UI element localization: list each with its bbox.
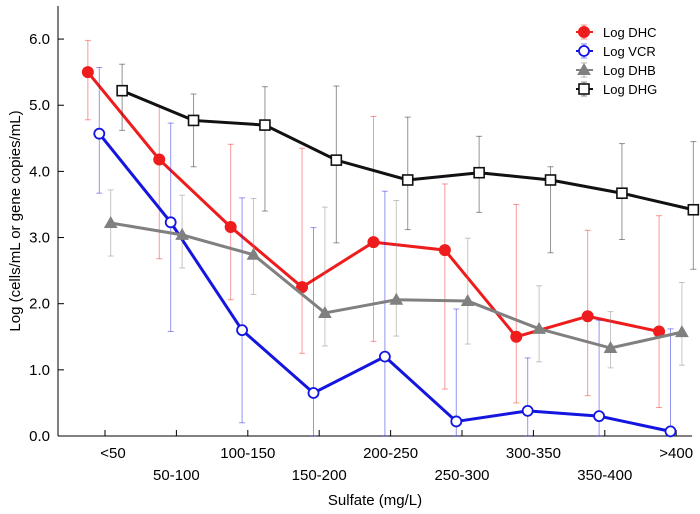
- x-tick-label: <50: [100, 445, 125, 462]
- data-point: [510, 330, 523, 343]
- legend-item: Log DHB: [576, 62, 656, 78]
- legend-label: Log DHG: [603, 82, 657, 97]
- legend-label: Log DHC: [603, 25, 656, 40]
- data-point: [81, 66, 94, 79]
- data-point: [401, 174, 414, 186]
- data-point: [367, 236, 380, 249]
- data-point: [153, 153, 166, 166]
- y-tick-label: 5.0: [29, 97, 50, 114]
- series-log-dhg: [116, 63, 700, 270]
- data-point: [438, 244, 451, 257]
- legend-marker: [578, 26, 590, 38]
- legend-item: Log VCR: [576, 43, 656, 59]
- data-point: [675, 325, 689, 338]
- data-point: [389, 292, 404, 305]
- y-tick-label: 2.0: [29, 296, 50, 313]
- data-point: [103, 215, 118, 228]
- data-point: [93, 127, 106, 140]
- x-tick-label: 50-100: [153, 467, 200, 484]
- legend-label: Log DHB: [603, 63, 656, 78]
- y-tick-label: 4.0: [29, 163, 50, 180]
- data-point: [246, 247, 261, 260]
- x-axis: <50 50-100 100-150 150-200 200-250 250-300 300…: [100, 430, 693, 484]
- data-point: [116, 84, 128, 97]
- data-point: [593, 410, 605, 423]
- series-log-dhb: [103, 189, 689, 369]
- data-point: [307, 387, 320, 399]
- y-axis-title: Log (cells/mL or gene copies/mL): [7, 110, 24, 331]
- series-layer: [81, 39, 700, 438]
- legend-item: Log DHC: [576, 24, 656, 40]
- data-point: [532, 321, 546, 334]
- data-point: [330, 154, 343, 166]
- y-tick-label: 6.0: [29, 31, 50, 48]
- x-tick-label: 250-300: [434, 467, 489, 484]
- y-tick-label: 0.0: [29, 428, 50, 445]
- y-tick-label: 3.0: [29, 230, 50, 247]
- y-tick-label: 1.0: [29, 362, 50, 379]
- data-point: [544, 174, 557, 186]
- legend-marker: [577, 62, 591, 75]
- data-point: [450, 415, 463, 428]
- data-point: [664, 425, 677, 438]
- legend-marker: [578, 83, 590, 95]
- x-tick-label: 300-350: [506, 445, 561, 462]
- data-point: [616, 187, 628, 200]
- data-point: [603, 341, 618, 354]
- series-log-vcr: [93, 67, 677, 438]
- data-point: [460, 294, 475, 307]
- data-point: [581, 310, 594, 323]
- data-point: [318, 305, 332, 318]
- data-point: [687, 203, 700, 216]
- data-point: [473, 166, 485, 179]
- data-point: [175, 227, 189, 240]
- data-point: [378, 350, 391, 363]
- data-point: [236, 324, 248, 337]
- y-axis: 0.0 1.0 2.0 3.0 4.0 5.0 6.0: [29, 31, 64, 445]
- data-point: [164, 216, 177, 229]
- legend: Log DHC Log VCR Log DHB Log DHG: [576, 24, 657, 97]
- x-tick-label: 350-400: [577, 467, 632, 484]
- x-axis-title: Sulfate (mg/L): [328, 492, 422, 509]
- legend-label: Log VCR: [603, 44, 656, 59]
- plot-area: [57, 6, 692, 437]
- data-point: [521, 404, 534, 417]
- x-tick-label: >400: [659, 445, 693, 462]
- x-tick-label: 200-250: [363, 445, 418, 462]
- data-point: [224, 220, 237, 233]
- legend-marker: [578, 45, 590, 57]
- x-tick-label: 100-150: [220, 445, 275, 462]
- x-tick-label: 150-200: [292, 467, 347, 484]
- legend-item: Log DHG: [576, 81, 657, 97]
- data-point: [187, 114, 200, 127]
- data-point: [259, 119, 271, 131]
